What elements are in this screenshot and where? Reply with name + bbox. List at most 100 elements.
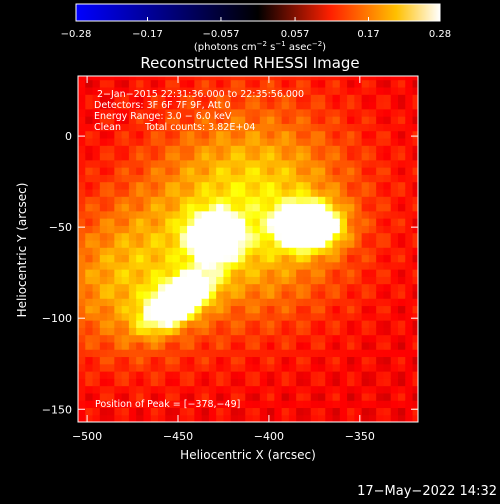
heatmap-cell: [78, 79, 86, 88]
heatmap-cell: [376, 356, 385, 365]
heatmap-cell: [78, 116, 86, 124]
heatmap-cell: [78, 349, 86, 358]
heatmap-cell: [339, 320, 348, 328]
heatmap-cell: [412, 400, 418, 409]
heatmap-cell: [172, 167, 181, 175]
heatmap-cell: [158, 94, 166, 103]
heatmap-cell: [383, 283, 392, 292]
heatmap-cell: [216, 210, 225, 219]
heatmap-cell: [201, 261, 210, 270]
heatmap-cell: [267, 159, 275, 168]
heatmap-cell: [398, 196, 406, 205]
heatmap-cell: [318, 76, 326, 81]
heatmap-cell: [252, 392, 261, 401]
heatmap-cell: [179, 76, 188, 81]
heatmap-cell: [368, 86, 377, 95]
heatmap-cell: [128, 298, 137, 307]
heatmap-cell: [78, 76, 86, 81]
heatmap-cell: [179, 101, 188, 110]
heatmap-cell: [325, 145, 334, 154]
heatmap-cell: [318, 363, 326, 372]
heatmap-cell: [201, 196, 210, 205]
heatmap-cell: [165, 312, 174, 321]
heatmap-cell: [383, 349, 392, 358]
heatmap-cell: [318, 116, 326, 124]
heatmap-cell: [361, 188, 370, 197]
heatmap-cell: [114, 305, 123, 314]
heatmap-cell: [383, 86, 392, 95]
heatmap-cell: [187, 385, 195, 394]
heatmap-cell: [230, 181, 239, 190]
heatmap-cell: [339, 196, 348, 205]
heatmap-cell: [245, 203, 254, 212]
heatmap-cell: [339, 312, 348, 321]
heatmap-cell: [114, 320, 123, 328]
heatmap-cell: [368, 116, 377, 124]
heatmap-cell: [238, 327, 246, 336]
heatmap-cell: [325, 174, 334, 183]
heatmap-cell: [288, 363, 297, 372]
heatmap-cell: [187, 247, 195, 256]
heatmap-cell: [238, 101, 246, 110]
heatmap-cell: [158, 101, 166, 110]
heatmap-cell: [238, 188, 246, 197]
heatmap-cell: [150, 407, 159, 416]
heatmap-cell: [361, 290, 370, 299]
heatmap-cell: [187, 130, 195, 139]
heatmap-cell: [223, 203, 232, 212]
heatmap-cell: [187, 276, 195, 285]
heatmap-cell: [230, 290, 239, 299]
heatmap-cell: [245, 269, 254, 277]
heatmap-cell: [318, 130, 326, 139]
heatmap-cell: [107, 188, 115, 197]
heatmap-cell: [361, 385, 370, 394]
heatmap-cell: [99, 76, 108, 81]
heatmap-cell: [259, 152, 268, 161]
heatmap-cell: [361, 174, 370, 183]
heatmap-cell: [92, 341, 101, 350]
heatmap-cell: [78, 196, 86, 205]
heatmap-cell: [376, 167, 385, 175]
heatmap-cell: [259, 269, 268, 277]
heatmap-cell: [368, 130, 377, 139]
heatmap-cell: [325, 137, 334, 146]
heatmap-cell: [92, 101, 101, 110]
heatmap-cell: [194, 305, 203, 314]
heatmap-cell: [376, 349, 385, 358]
heatmap-cell: [274, 283, 283, 292]
heatmap-cell: [332, 254, 341, 263]
heatmap-cell: [339, 167, 348, 175]
heatmap-cell: [318, 356, 326, 365]
heatmap-cell: [92, 298, 101, 307]
heatmap-cell: [325, 290, 334, 299]
heatmap-cell: [281, 400, 290, 409]
heatmap-cell: [303, 400, 312, 409]
heatmap-cell: [223, 137, 232, 146]
heatmap-cell: [259, 378, 268, 387]
heatmap-cell: [216, 116, 225, 124]
heatmap-cell: [136, 94, 145, 103]
heatmap-cell: [347, 327, 355, 336]
heatmap-cell: [114, 392, 123, 401]
heatmap-cell: [318, 137, 326, 146]
heatmap-cell: [288, 203, 297, 212]
heatmap-cell: [143, 349, 152, 358]
heatmap-cell: [158, 327, 166, 336]
heatmap-cell: [187, 167, 195, 175]
heatmap-cell: [383, 290, 392, 299]
heatmap-cell: [281, 363, 290, 372]
heatmap-cell: [172, 312, 181, 321]
heatmap-cell: [390, 123, 399, 132]
heatmap-cell: [223, 210, 232, 219]
heatmap-cell: [179, 371, 188, 379]
heatmap-cell: [136, 341, 145, 350]
heatmap-cell: [114, 385, 123, 394]
heatmap-cell: [208, 232, 217, 241]
heatmap-cell: [107, 298, 115, 307]
heatmap-cell: [361, 167, 370, 175]
heatmap-cell: [201, 167, 210, 175]
heatmap-cell: [368, 76, 377, 81]
heatmap-cell: [303, 94, 312, 103]
heatmap-cell: [230, 356, 239, 365]
heatmap-cell: [361, 196, 370, 205]
